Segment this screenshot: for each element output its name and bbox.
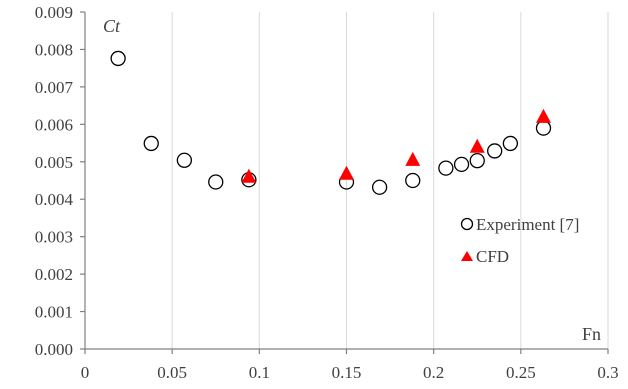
experiment-point xyxy=(438,160,454,176)
x-tick-label: 0.2 xyxy=(423,363,444,382)
gridlines xyxy=(171,12,609,349)
experiment-point xyxy=(176,152,193,168)
cfd-point xyxy=(405,151,421,166)
experiment-point xyxy=(487,143,503,159)
x-tick-labels: 0 0.05 0.1 0.15 0.2 0.25 0.3 xyxy=(81,363,619,382)
experiment-point xyxy=(453,156,470,173)
y-tick-label: 0.009 xyxy=(35,3,73,22)
legend-cfd-label: CFD xyxy=(476,247,509,266)
experiment-point xyxy=(469,153,485,169)
experiment-point xyxy=(110,50,126,67)
y-tick-label: 0.004 xyxy=(35,190,74,209)
data-series xyxy=(110,50,552,195)
experiment-point xyxy=(371,179,388,195)
legend-cfd-marker-icon xyxy=(461,251,473,261)
experiment-point xyxy=(502,135,519,152)
cfd-point xyxy=(535,108,551,123)
x-tick-label: 0.1 xyxy=(249,363,270,382)
x-tick-label: 0.25 xyxy=(506,363,536,382)
axes xyxy=(80,11,609,354)
y-tick-label: 0.001 xyxy=(35,303,73,322)
experiment-point xyxy=(143,135,159,152)
y-tick-label: 0.000 xyxy=(35,340,73,359)
legend-experiment-marker-icon xyxy=(460,217,474,231)
x-tick-label: 0.15 xyxy=(332,363,362,382)
legend: Experiment [7] CFD xyxy=(460,215,579,266)
y-tick-label: 0.002 xyxy=(35,265,73,284)
y-tick-label: 0.005 xyxy=(35,153,73,172)
x-tick-label: 0.3 xyxy=(597,363,618,382)
y-axis-title: Ct xyxy=(103,16,121,36)
series-filled-triangle xyxy=(241,108,551,183)
x-tick-label: 0.05 xyxy=(157,363,187,382)
y-tick-label: 0.003 xyxy=(35,228,73,247)
x-tick-label: 0 xyxy=(81,363,90,382)
y-tick-label: 0.007 xyxy=(35,78,74,97)
cfd-point xyxy=(469,138,485,153)
experiment-point xyxy=(208,174,224,190)
y-tick-label: 0.006 xyxy=(35,115,73,134)
y-tick-label: 0.008 xyxy=(35,40,73,59)
series-open-circle xyxy=(110,50,552,195)
cfd-point xyxy=(339,165,354,180)
experiment-point xyxy=(405,172,421,189)
x-axis-title: Fn xyxy=(582,324,601,344)
legend-experiment-label: Experiment [7] xyxy=(476,215,579,234)
y-tick-labels: 0.000 0.001 0.002 0.003 0.004 0.005 0.006 0.007… xyxy=(35,3,74,359)
experiment-point xyxy=(535,120,552,136)
cfd-point xyxy=(241,168,257,183)
